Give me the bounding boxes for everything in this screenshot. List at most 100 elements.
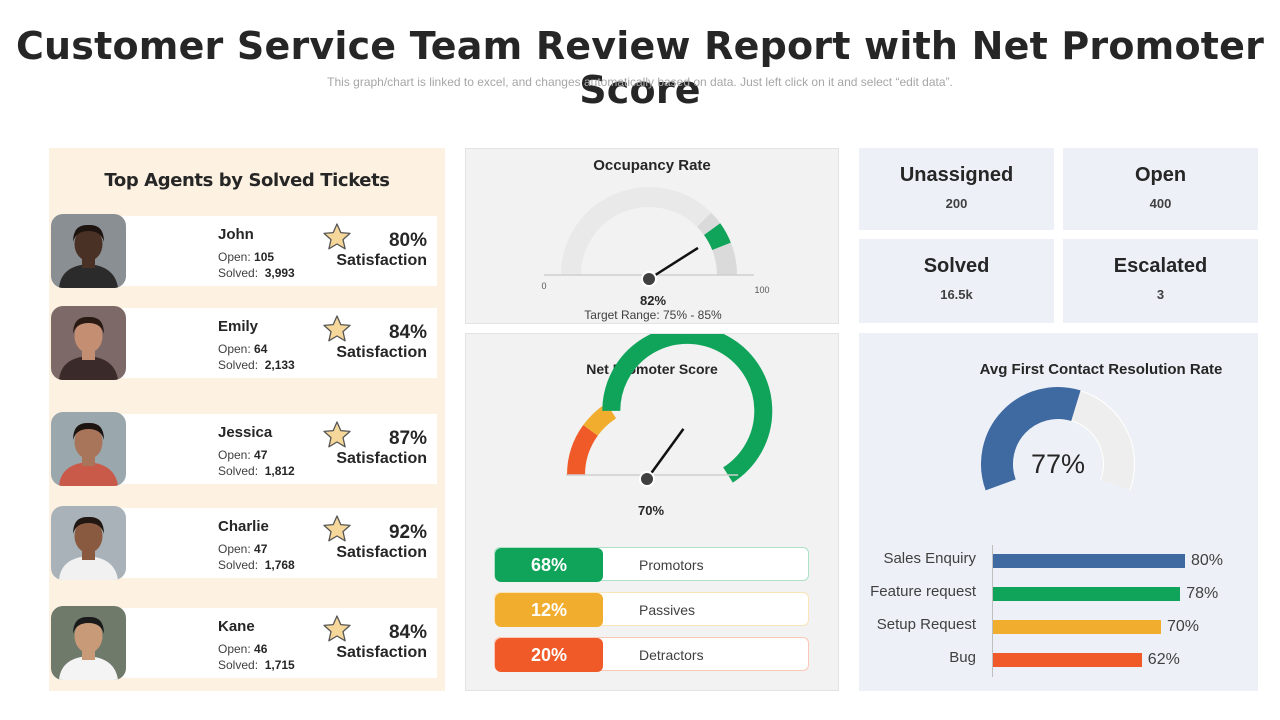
occupancy-min-label: 0: [541, 281, 546, 291]
nps-breakdown-label: Promotors: [639, 557, 704, 573]
fcr-bar: [993, 653, 1142, 667]
fcr-bar-value: 62%: [1147, 651, 1180, 668]
agent-solved-value: 3,993: [264, 266, 295, 280]
agent-satisfaction-value: 84%: [388, 622, 427, 643]
agent-name: Jessica: [218, 424, 273, 441]
agent-solved-label: Solved:: [218, 464, 259, 478]
star-icon: [323, 223, 351, 250]
avatar: [51, 306, 126, 380]
agent-solved-value: 2,133: [264, 358, 295, 372]
nps-detractor-arc: [567, 425, 598, 476]
kpi-value: 16.5k: [940, 287, 973, 302]
top-agents-title: Top Agents by Solved Tickets: [104, 170, 390, 191]
agent-solved-label: Solved:: [218, 358, 259, 372]
agent-satisfaction-label: Satisfaction: [336, 450, 427, 467]
agent-card: Charlie Open: 47 Solved: 1,768 92% Satis…: [113, 508, 437, 578]
agent-open-label: Open:: [218, 342, 251, 356]
agent-open: Open: 47: [218, 448, 267, 462]
agent-name: John: [218, 226, 254, 243]
agent-satisfaction-label: Satisfaction: [336, 644, 427, 661]
kpi-value: 400: [1149, 196, 1172, 211]
agent-open-value: 105: [254, 250, 275, 264]
nps-breakdown-row: 68% Promotors: [494, 547, 809, 582]
occupancy-value: 82%: [640, 293, 666, 308]
agent-open: Open: 47: [218, 542, 267, 556]
agent-satisfaction-label: Satisfaction: [336, 344, 427, 361]
nps-gauge: 70%: [566, 334, 773, 518]
agent-satisfaction-value: 92%: [388, 522, 427, 543]
agent-row: John Open: 105 Solved: 3,993 80% Satisfa…: [51, 214, 437, 288]
kpi-escalated: Escalated 3: [1063, 239, 1258, 323]
agent-open-label: Open:: [218, 250, 251, 264]
star-icon: [323, 315, 351, 342]
agent-satisfaction-value: 87%: [388, 428, 427, 449]
kpi-open: Open 400: [1063, 148, 1258, 230]
nps-value: 70%: [638, 503, 664, 518]
agent-open-label: Open:: [218, 542, 251, 556]
kpi-value: 3: [1156, 287, 1165, 302]
kpi-solved: Solved 16.5k: [859, 239, 1054, 323]
fcr-bar-value: 78%: [1186, 585, 1219, 602]
fcr-category-label: Setup Request: [876, 616, 976, 633]
agent-open-value: 46: [254, 642, 268, 656]
occupancy-target-text: Target Range: 75% - 85%: [584, 308, 722, 322]
agent-open-label: Open:: [218, 448, 251, 462]
nps-breakdown-pct: 68%: [495, 548, 603, 582]
page-subtitle: This graph/chart is linked to excel, and…: [327, 75, 953, 89]
agent-solved-label: Solved:: [218, 658, 259, 672]
nps-breakdown-label: Passives: [639, 602, 696, 618]
nps-needle: [645, 428, 685, 480]
star-icon: [323, 615, 351, 642]
star-icon: [323, 515, 351, 542]
nps-promoter-arc: [602, 334, 773, 483]
fcr-bar-value: 70%: [1167, 618, 1200, 635]
occupancy-value-segment: [703, 223, 731, 251]
agent-row: Charlie Open: 47 Solved: 1,768 92% Satis…: [51, 506, 437, 580]
agent-solved: Solved: 3,993: [218, 266, 295, 280]
occupancy-needle-hub: [641, 271, 657, 287]
avatar: [51, 606, 126, 680]
avatar: [51, 412, 126, 486]
fcr-bar: [993, 587, 1181, 601]
agent-solved: Solved: 1,715: [218, 658, 295, 672]
agent-solved-value: 1,812: [264, 464, 295, 478]
avatar: [51, 506, 126, 580]
fcr-value: 77%: [1031, 449, 1085, 479]
fcr-title: Avg First Contact Resolution Rate: [979, 361, 1223, 378]
agent-open: Open: 64: [218, 342, 267, 356]
agent-satisfaction-value: 80%: [388, 230, 427, 251]
agent-card: Emily Open: 64 Solved: 2,133 84% Satisfa…: [113, 308, 437, 378]
agent-satisfaction-value: 84%: [388, 322, 427, 343]
occupancy-max-label: 100: [754, 285, 769, 295]
agent-satisfaction-label: Satisfaction: [336, 544, 427, 561]
top-agents-panel: Top Agents by Solved Tickets John Open: …: [49, 148, 445, 691]
agent-name: Kane: [218, 618, 255, 635]
nps-breakdown-row: 20% Detractors: [494, 637, 809, 672]
agent-name: Charlie: [218, 518, 269, 535]
kpi-label: Escalated: [1113, 255, 1208, 277]
agent-open-label: Open:: [218, 642, 251, 656]
agent-solved-label: Solved:: [218, 558, 259, 572]
nps-needle-hub: [639, 471, 655, 487]
nps-passive-arc: [583, 403, 617, 436]
agent-row: Jessica Open: 47 Solved: 1,812 87% Satis…: [51, 412, 437, 486]
fcr-gauge-value-arc: [981, 387, 1081, 491]
agent-solved: Solved: 2,133: [218, 358, 295, 372]
kpi-unassigned: Unassigned 200: [859, 148, 1054, 230]
nps-panel: Net Promoter Score 70% 68% Promotors 12%…: [465, 333, 839, 691]
occupancy-gauge: 0 100 82% Target Range: 75% - 85%: [541, 187, 770, 322]
agent-solved: Solved: 1,812: [218, 464, 295, 478]
agent-open: Open: 46: [218, 642, 267, 656]
agent-solved-value: 1,768: [264, 558, 295, 572]
fcr-bar: [993, 554, 1185, 568]
agent-card: Kane Open: 46 Solved: 1,715 84% Satisfac…: [113, 608, 437, 678]
nps-breakdown-row: 12% Passives: [494, 592, 809, 627]
nps-breakdown-pct: 20%: [495, 638, 603, 672]
agent-solved-value: 1,715: [264, 658, 295, 672]
occupancy-gauge-track: [561, 187, 737, 276]
agent-open-value: 47: [254, 448, 268, 462]
fcr-gauge: 77%: [981, 387, 1135, 491]
agent-card: Jessica Open: 47 Solved: 1,812 87% Satis…: [113, 414, 437, 484]
fcr-category-label: Sales Enquiry: [883, 550, 976, 567]
fcr-category-label: Feature request: [870, 583, 976, 600]
